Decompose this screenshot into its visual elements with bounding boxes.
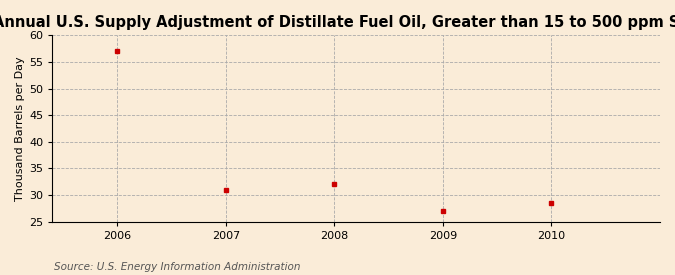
Text: Source: U.S. Energy Information Administration: Source: U.S. Energy Information Administ… — [54, 262, 300, 272]
Title: Annual U.S. Supply Adjustment of Distillate Fuel Oil, Greater than 15 to 500 ppm: Annual U.S. Supply Adjustment of Distill… — [0, 15, 675, 30]
Y-axis label: Thousand Barrels per Day: Thousand Barrels per Day — [15, 56, 25, 201]
